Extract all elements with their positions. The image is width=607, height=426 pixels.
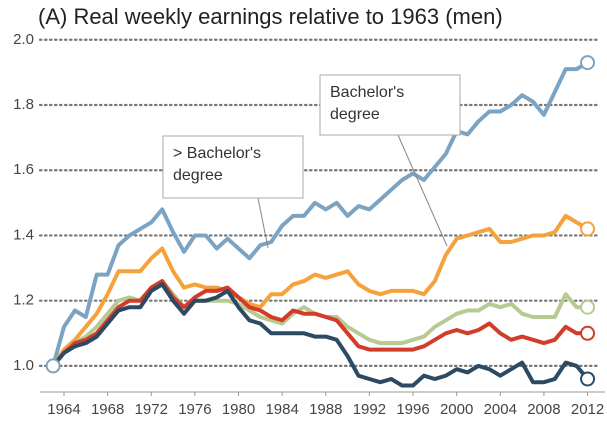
x-tick-label: 1964 — [47, 401, 80, 418]
y-tick-label: 1.6 — [13, 161, 34, 178]
end-marker — [580, 325, 596, 341]
x-tick-label: 1984 — [265, 401, 298, 418]
callout-pointer — [397, 134, 448, 247]
x-tick-label: 1988 — [309, 401, 342, 418]
x-tick-label: 1996 — [396, 401, 429, 418]
y-tick-label: 1.2 — [13, 292, 34, 309]
x-tick-label: 1980 — [222, 401, 255, 418]
callout-text: > Bachelor's — [173, 145, 261, 162]
end-marker — [580, 299, 596, 315]
callout-pointer — [257, 197, 269, 249]
end-marker — [580, 371, 596, 387]
x-tick-label: 1976 — [178, 401, 211, 418]
callout-text: Bachelor's — [330, 84, 404, 101]
series-line — [51, 279, 590, 368]
series-line — [51, 279, 590, 368]
start-marker — [45, 358, 61, 374]
y-tick-label: 1.8 — [13, 96, 34, 113]
x-tick-label: 1992 — [353, 401, 386, 418]
x-tick-label: 1968 — [91, 401, 124, 418]
x-tick-label: 1972 — [135, 401, 168, 418]
y-tick-label: 1.0 — [13, 357, 34, 374]
callout-box — [162, 135, 304, 199]
callout-text: degree — [330, 106, 380, 123]
series-line — [51, 282, 590, 388]
chart-title: (A) Real weekly earnings relative to 196… — [38, 4, 503, 29]
x-tick-label: 2012 — [571, 401, 604, 418]
y-tick-label: 1.4 — [13, 226, 34, 243]
y-tick-label: 2.0 — [13, 31, 34, 48]
end-marker — [580, 55, 596, 71]
x-tick-label: 2004 — [484, 401, 517, 418]
end-marker — [580, 221, 596, 237]
callout-box — [319, 74, 461, 136]
x-tick-label: 2000 — [440, 401, 473, 418]
x-tick-label: 2008 — [527, 401, 560, 418]
series-line — [51, 213, 590, 368]
series-line — [51, 60, 590, 368]
callout-text: degree — [173, 167, 223, 184]
